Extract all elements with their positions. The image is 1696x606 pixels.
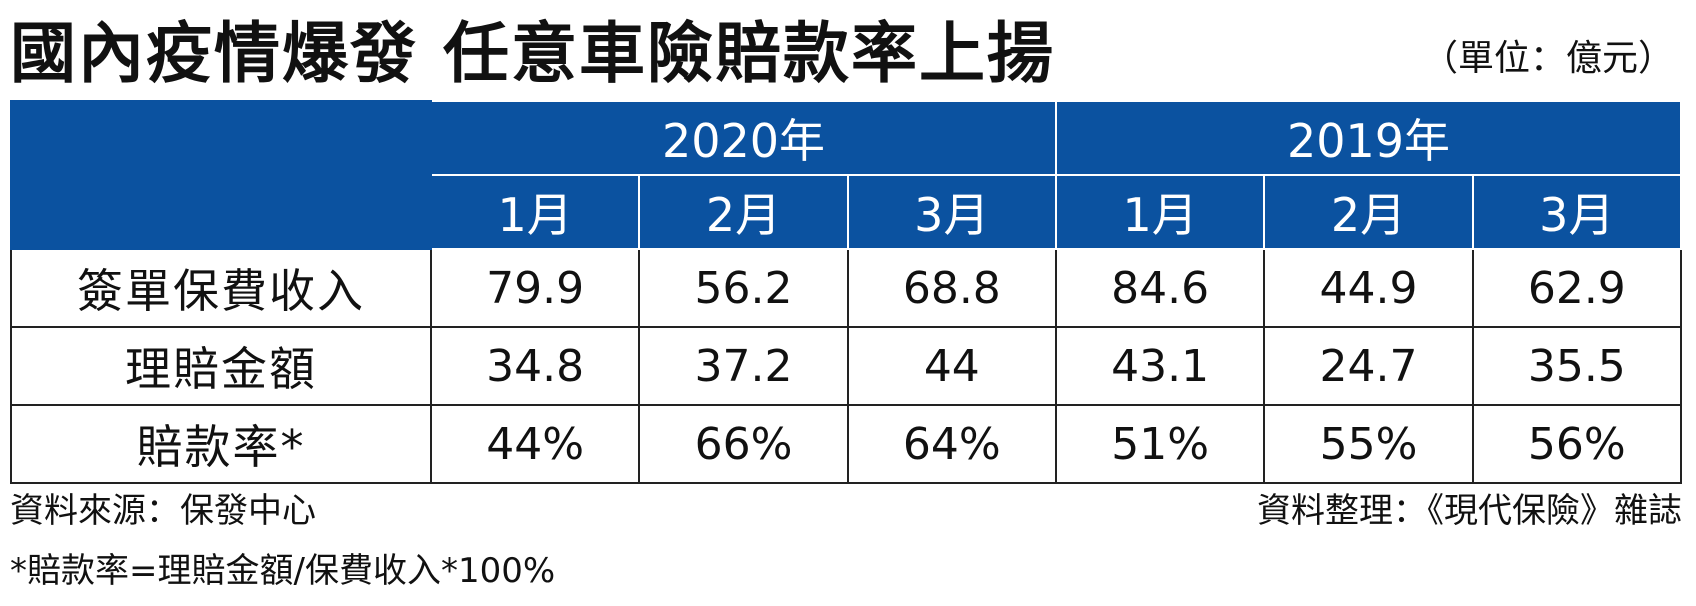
header-corner [10, 100, 432, 250]
table-row-premium: 簽單保費收入 79.9 56.2 68.8 84.6 44.9 62.9 [10, 248, 1683, 328]
month-header: 3月 [1471, 174, 1683, 250]
row-label: 簽單保費收入 [10, 248, 432, 328]
month-header: 1月 [429, 174, 641, 250]
table-cell: 62.9 [1471, 248, 1683, 328]
table-row-claims: 理賠金額 34.8 37.2 44 43.1 24.7 35.5 [10, 326, 1683, 406]
data-table: 2020年 2019年 1月 2月 3月 1月 2月 3月 簽單保費收入 79.… [10, 100, 1683, 484]
table-cell: 68.8 [846, 248, 1057, 328]
table-cell: 44 [846, 326, 1057, 406]
unit-label: （單位：億元） [1421, 38, 1674, 79]
month-header: 1月 [1054, 174, 1266, 250]
month-header: 2月 [1263, 174, 1474, 250]
table-cell: 43.1 [1054, 326, 1266, 406]
table-cell: 84.6 [1054, 248, 1266, 328]
table-cell: 55% [1263, 404, 1474, 484]
year-header-2020: 2020年 [430, 100, 1057, 176]
month-header-row: 1月 2月 3月 1月 2月 3月 [11, 174, 1683, 250]
table-cell: 34.8 [429, 326, 641, 406]
table-cell: 66% [638, 404, 849, 484]
table-cell: 79.9 [429, 248, 641, 328]
table-cell: 35.5 [1471, 326, 1683, 406]
table-cell: 44% [429, 404, 641, 484]
table-cell: 37.2 [638, 326, 849, 406]
formula-note: *賠款率=理賠金額/保費收入*100% [10, 551, 556, 591]
table-cell: 56.2 [638, 248, 849, 328]
table-cell: 51% [1054, 404, 1266, 484]
row-label: 理賠金額 [10, 326, 432, 406]
table-cell: 56% [1471, 404, 1683, 484]
month-header: 2月 [638, 174, 849, 250]
table-cell: 64% [846, 404, 1057, 484]
source-credit: 資料來源：保發中心 [10, 491, 316, 531]
table-cell: 44.9 [1263, 248, 1474, 328]
year-header-2019: 2019年 [1054, 100, 1683, 176]
chart-title: 國內疫情爆發 任意車險賠款率上揚 [10, 15, 1055, 92]
month-header: 3月 [846, 174, 1057, 250]
table-row-loss-ratio: 賠款率* 44% 66% 64% 51% 55% 56% [10, 404, 1683, 484]
row-label: 賠款率* [10, 404, 432, 484]
compiler-credit: 資料整理：《現代保險》雜誌 [1257, 491, 1682, 531]
table-cell: 24.7 [1263, 326, 1474, 406]
year-header-row: 2020年 2019年 [10, 100, 1683, 250]
